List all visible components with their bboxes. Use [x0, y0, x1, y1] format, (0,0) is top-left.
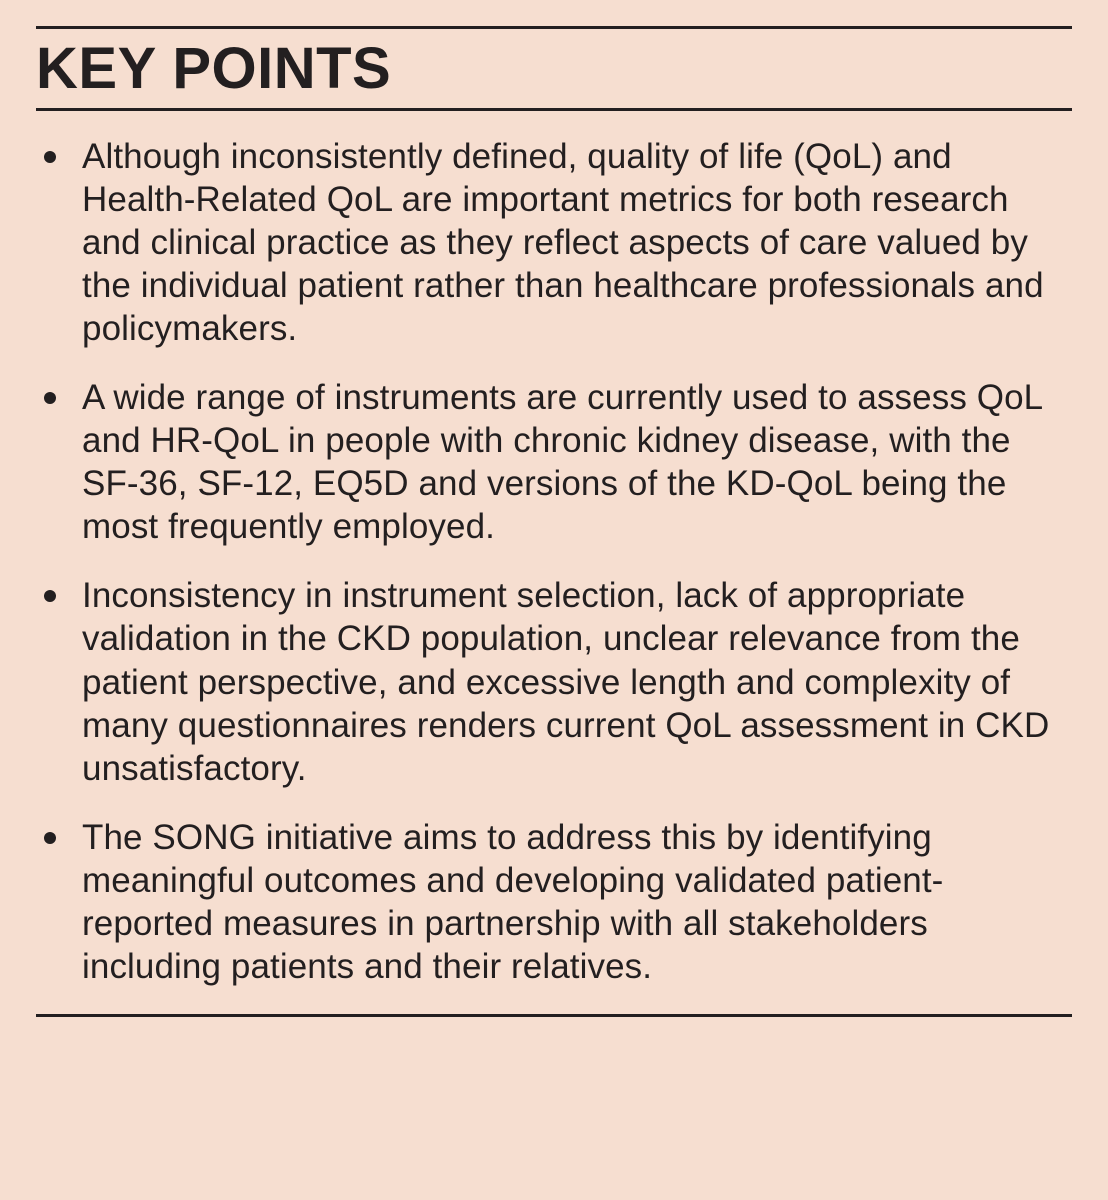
key-points-list: Although inconsistently defined, quality…	[36, 135, 1072, 988]
list-item: The SONG initiative aims to address this…	[36, 816, 1072, 988]
panel-heading: KEY POINTS	[36, 35, 1072, 102]
list-item: A wide range of instruments are currentl…	[36, 376, 1072, 548]
list-item: Inconsistency in instrument selection, l…	[36, 574, 1072, 789]
bottom-rule	[36, 1014, 1072, 1017]
heading-underline	[36, 108, 1072, 111]
list-item: Although inconsistently defined, quality…	[36, 135, 1072, 350]
top-rule	[36, 26, 1072, 29]
key-points-panel: KEY POINTS Although inconsistently defin…	[0, 0, 1108, 1200]
